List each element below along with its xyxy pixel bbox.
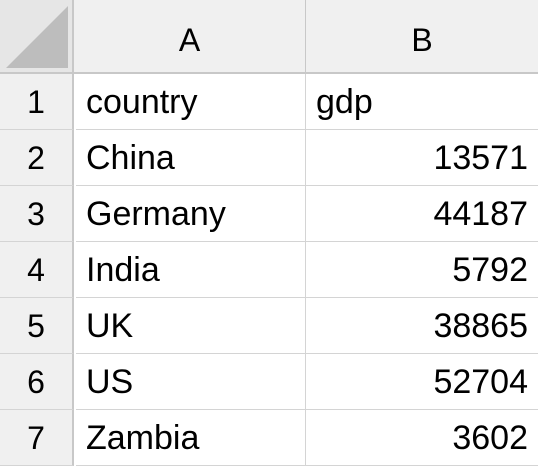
select-all-corner[interactable]	[0, 0, 74, 74]
column-header-a[interactable]: A	[74, 0, 306, 74]
cell-b[interactable]: gdp	[306, 74, 538, 130]
column-header-b[interactable]: B	[306, 0, 538, 74]
row-header[interactable]: 3	[0, 186, 74, 242]
row-header[interactable]: 4	[0, 242, 74, 298]
select-all-triangle-icon	[6, 6, 68, 68]
cell-b[interactable]: 44187	[306, 186, 538, 242]
row-header[interactable]: 5	[0, 298, 74, 354]
row-header[interactable]: 1	[0, 74, 74, 130]
row-header[interactable]: 7	[0, 410, 74, 466]
cell-b[interactable]: 3602	[306, 410, 538, 466]
cell-a[interactable]: India	[76, 242, 306, 298]
cell-b[interactable]: 13571	[306, 130, 538, 186]
row-header[interactable]: 6	[0, 354, 74, 410]
cell-b[interactable]: 52704	[306, 354, 538, 410]
cell-a[interactable]: Zambia	[76, 410, 306, 466]
cell-b[interactable]: 38865	[306, 298, 538, 354]
cell-a[interactable]: Germany	[76, 186, 306, 242]
cell-a[interactable]: country	[76, 74, 306, 130]
cell-a[interactable]: China	[76, 130, 306, 186]
row-header[interactable]: 2	[0, 130, 74, 186]
cell-b[interactable]: 5792	[306, 242, 538, 298]
cell-a[interactable]: UK	[76, 298, 306, 354]
cell-a[interactable]: US	[76, 354, 306, 410]
